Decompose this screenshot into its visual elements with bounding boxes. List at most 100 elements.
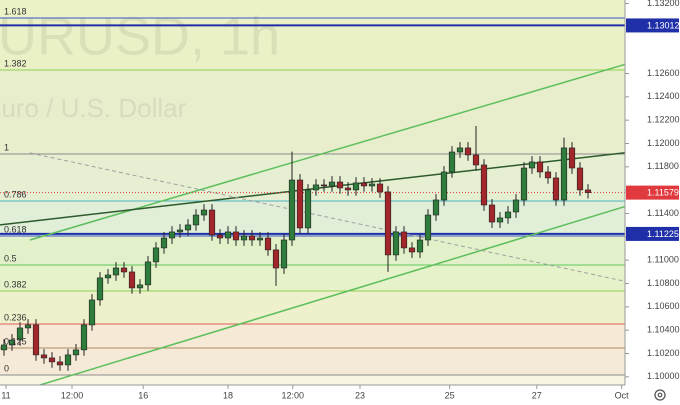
x-tick-label: 27 — [532, 390, 542, 400]
candle-body — [376, 183, 384, 193]
candle-body — [184, 224, 192, 231]
candle-body — [272, 249, 280, 269]
y-tick-label: 1.12000 — [647, 138, 680, 148]
candle-body — [224, 231, 232, 239]
y-tick-label: 1.10400 — [647, 325, 680, 335]
candle-body — [112, 267, 120, 276]
x-tick-label: 16 — [138, 390, 148, 400]
fib-band — [0, 264, 625, 291]
candle-body — [128, 271, 136, 289]
candle-body — [424, 214, 432, 241]
price-axis — [625, 0, 680, 405]
candle-body — [96, 277, 104, 301]
y-tick-label: 1.12200 — [647, 115, 680, 125]
candle-body — [408, 247, 416, 253]
candle-body — [256, 237, 264, 241]
fib-band — [0, 17, 625, 70]
candle-body — [64, 354, 72, 366]
candle-body — [192, 214, 200, 226]
candle-body — [216, 234, 224, 239]
fib-label: 0.618 — [4, 224, 27, 234]
labels: 1.618 1.382 1 0.786 0.618 0.5 0.382 0.236 0.125 0 — [4, 6, 27, 373]
candle-body — [512, 199, 520, 213]
candle-body — [56, 361, 64, 366]
candle-body — [336, 181, 344, 189]
candle-body — [496, 217, 504, 223]
fib-band — [0, 348, 625, 375]
x-tick-label: 12:00 — [61, 390, 84, 400]
candle-body — [472, 154, 480, 166]
price-label-box — [626, 226, 679, 241]
y-tick-label: 1.12600 — [647, 68, 680, 78]
candle-body — [40, 354, 48, 359]
candle-body — [104, 274, 112, 279]
fib-label: 1.382 — [4, 58, 27, 68]
fib-band — [0, 201, 625, 237]
candle-body — [32, 324, 40, 356]
last-price-label: 1.11579 — [647, 187, 679, 197]
candle-body — [8, 339, 16, 346]
candle-body — [344, 187, 352, 191]
x-tick-label: 11 — [1, 390, 10, 400]
gear-outline[interactable] — [654, 389, 666, 401]
candle-body — [384, 191, 392, 256]
fib-band — [0, 154, 625, 202]
candle-body — [144, 261, 152, 286]
candle-body — [120, 267, 128, 273]
candle-body — [360, 182, 368, 187]
candle-body — [208, 209, 216, 236]
candle-body — [88, 299, 96, 326]
y-tick-label: 1.10800 — [647, 278, 680, 288]
candle-body — [528, 161, 536, 169]
candle-body — [456, 147, 464, 153]
x-tick-label: 12:00 — [282, 390, 305, 400]
candle-body — [0, 344, 8, 351]
candle-body — [72, 349, 80, 356]
gear-center[interactable] — [657, 392, 663, 398]
candle-body — [400, 231, 408, 249]
candle-body — [432, 199, 440, 216]
candle-body — [264, 237, 272, 251]
candle-body — [568, 147, 576, 169]
candle-body — [320, 184, 328, 187]
y-tick-label: 1.12400 — [647, 91, 680, 101]
candle-body — [176, 229, 184, 233]
candle-body — [24, 324, 32, 329]
candle-body — [200, 209, 208, 216]
y-tick-label: 1.11400 — [647, 208, 679, 218]
plot-background — [0, 0, 625, 385]
candle-body — [80, 324, 88, 351]
candle-body — [232, 231, 240, 241]
candle-body — [576, 167, 584, 191]
candle-body — [560, 147, 568, 201]
candle-body — [504, 211, 512, 219]
watermark: EURUSD, 1h Euro / U.S. Dollar — [0, 6, 280, 123]
candle-body — [488, 204, 496, 223]
fib-label: 0.236 — [4, 312, 27, 322]
time-axis — [0, 385, 625, 405]
candle-body — [520, 167, 528, 201]
fib-label: 0.786 — [4, 189, 27, 199]
settings-icon[interactable] — [654, 389, 666, 401]
candle-body — [296, 179, 304, 229]
price-label: 1.13012 — [647, 20, 680, 30]
watermark-subtitle: Euro / U.S. Dollar — [0, 93, 187, 123]
fib-band — [0, 290, 625, 324]
fib-label: 1 — [4, 142, 9, 152]
fib-band — [0, 236, 625, 265]
price-label: 1.11225 — [647, 229, 679, 239]
price-label-box — [626, 18, 679, 33]
fib-band — [0, 70, 625, 154]
candle-body — [312, 184, 320, 191]
candle-body — [392, 231, 400, 256]
fib-label: 0 — [4, 363, 9, 373]
fib-band — [0, 0, 625, 18]
candle-body — [448, 151, 456, 173]
fib-band — [0, 323, 625, 349]
x-tick-label: 18 — [223, 390, 233, 400]
candle-body — [368, 183, 376, 187]
candle-body — [168, 231, 176, 239]
candle-body — [416, 239, 424, 253]
y-tick-label: 1.13200 — [647, 0, 680, 8]
